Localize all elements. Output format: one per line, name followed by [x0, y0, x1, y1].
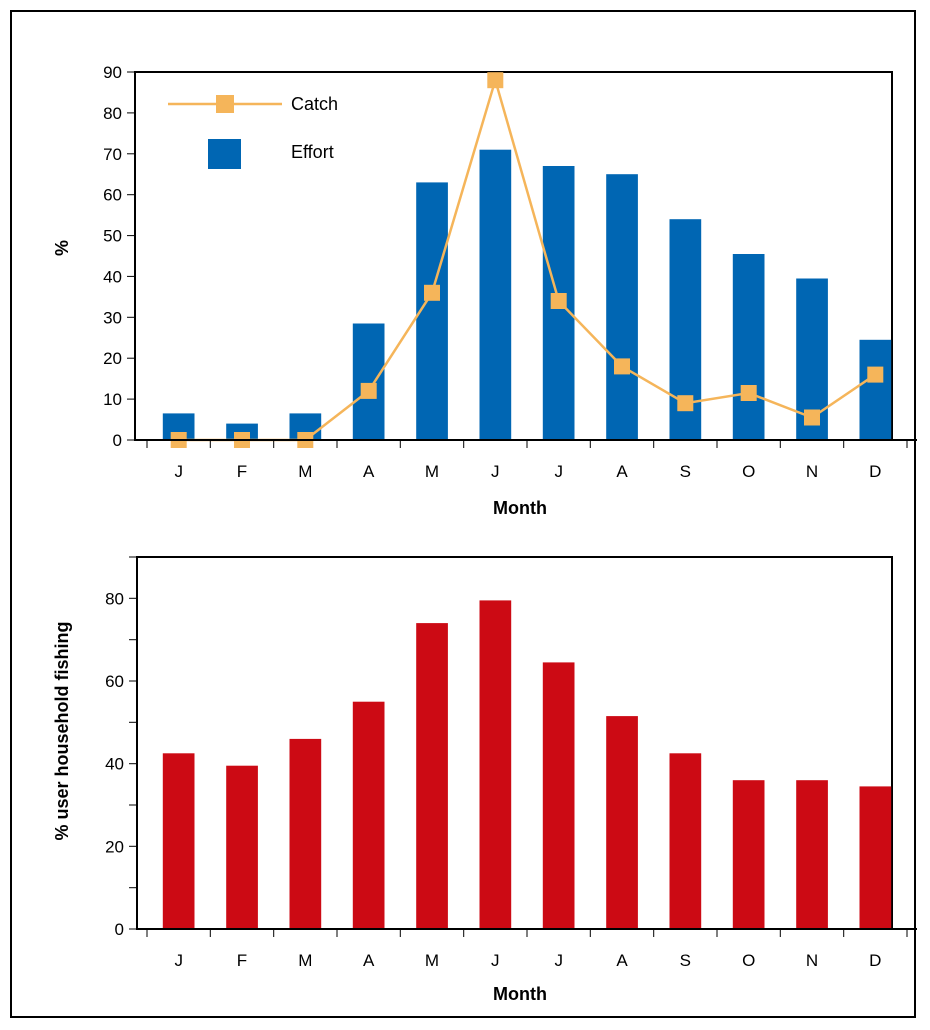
y-tick-label: 70: [103, 145, 122, 164]
household-bar: [796, 780, 828, 929]
x-tick-label: M: [425, 462, 439, 481]
catch-effort-chart: 0 10 20 30 40 50 60 70 80 90 J F M A M J J A S O N D Catch E…: [52, 63, 917, 518]
x-tick-label: S: [680, 951, 691, 970]
x-tick-label: D: [869, 462, 881, 481]
catch-point: [804, 409, 820, 426]
x-tick-label: F: [237, 462, 247, 481]
y-tick-label: 90: [103, 63, 122, 82]
catch-line: [170, 72, 884, 448]
legend-effort-swatch: [208, 139, 241, 169]
x-tick-label: J: [554, 462, 563, 481]
y-tick-label: 80: [103, 104, 122, 123]
legend-catch-marker: [216, 95, 234, 113]
household-bar: [352, 701, 385, 929]
x-tick-label: N: [806, 462, 818, 481]
legend-effort-label: Effort: [291, 142, 334, 162]
x-tick-label: J: [554, 951, 563, 970]
household-bar: [732, 780, 765, 929]
bottom-y-axis-title: % user household fishing: [52, 621, 72, 840]
y-tick-label: 50: [103, 227, 122, 246]
y-tick-label: 80: [105, 589, 124, 608]
x-tick-label: A: [616, 462, 628, 481]
bottom-y-axis: 0 20 40 60 80: [105, 556, 137, 939]
y-tick-label: 10: [103, 390, 122, 409]
y-tick-label: 40: [105, 755, 124, 774]
catch-point: [487, 72, 504, 89]
figure-frame: [10, 10, 916, 1018]
catch-point: [867, 366, 884, 383]
household-bars: [162, 600, 892, 929]
catch-point: [614, 358, 630, 375]
x-tick-label: M: [298, 951, 312, 970]
x-tick-label: J: [174, 462, 183, 481]
x-tick-label: M: [425, 951, 439, 970]
top-y-axis: 0 10 20 30 40 50 60 70 80 90: [103, 63, 135, 450]
x-tick-label: J: [174, 951, 183, 970]
y-tick-label: 40: [103, 267, 122, 286]
x-tick-label: S: [680, 462, 691, 481]
top-y-axis-title: %: [52, 240, 72, 256]
top-x-axis-title: Month: [493, 498, 547, 518]
household-bar: [162, 753, 195, 929]
catch-point: [550, 293, 567, 309]
x-tick-label: A: [616, 951, 628, 970]
x-tick-label: O: [742, 462, 755, 481]
catch-line-path: [178, 75, 877, 442]
catch-point: [740, 385, 757, 401]
bottom-x-axis-title: Month: [493, 984, 547, 1004]
catch-point: [424, 284, 440, 301]
effort-bar: [352, 323, 385, 440]
household-bar: [859, 786, 892, 929]
effort-bar: [732, 254, 765, 440]
x-tick-label: A: [363, 462, 375, 481]
x-tick-label: O: [742, 951, 755, 970]
effort-bar: [859, 339, 892, 440]
household-bar: [479, 600, 512, 929]
x-tick-label: J: [491, 462, 500, 481]
household-bar: [606, 716, 638, 929]
household-bar: [289, 738, 322, 929]
household-fishing-chart: 0 20 40 60 80 J F M A M J J A S O N D % user household …: [52, 556, 917, 1004]
top-plot-area: [134, 71, 893, 441]
legend-catch-label: Catch: [291, 94, 338, 114]
y-tick-label: 30: [103, 308, 122, 327]
catch-point: [677, 395, 694, 412]
y-tick-label: 60: [105, 672, 124, 691]
y-tick-label: 0: [113, 431, 122, 450]
x-tick-label: J: [491, 951, 500, 970]
x-tick-label: A: [363, 951, 375, 970]
household-bar: [669, 753, 702, 929]
effort-bar: [479, 149, 512, 440]
effort-bar: [606, 174, 638, 440]
household-bar: [226, 765, 258, 929]
x-tick-label: D: [869, 951, 881, 970]
catch-point: [360, 382, 377, 399]
y-tick-label: 60: [103, 186, 122, 205]
y-tick-label: 20: [103, 349, 122, 368]
household-bar: [542, 662, 575, 929]
x-tick-label: N: [806, 951, 818, 970]
x-tick-label: F: [237, 951, 247, 970]
top-legend: Catch Effort: [168, 94, 338, 169]
y-tick-label: 20: [105, 837, 124, 856]
x-tick-label: M: [298, 462, 312, 481]
y-tick-label: 0: [115, 920, 124, 939]
household-bar: [416, 623, 448, 929]
